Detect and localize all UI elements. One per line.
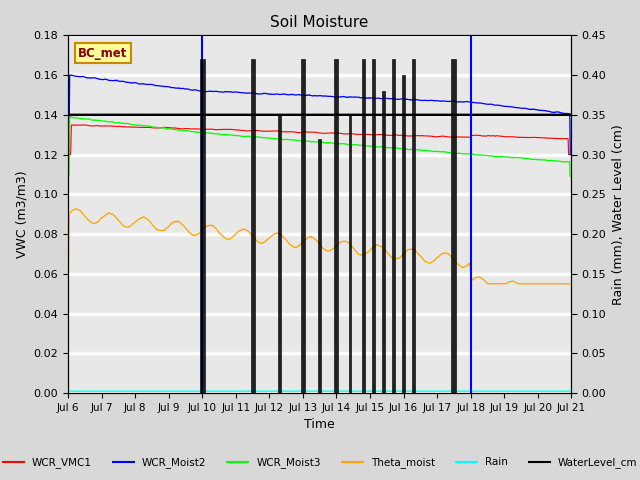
WaterLevel_cm (557, 112, 565, 118)
WCR_Moist3 (279, 137, 287, 143)
Bar (335, 59, 339, 393)
Theta_moist (568, 281, 575, 287)
Bar (349, 115, 351, 393)
Theta_moist (152, 226, 159, 231)
WaterLevel_cm (64, 112, 72, 118)
WCR_Moist2 (122, 79, 129, 85)
WaterLevel_cm (568, 112, 575, 118)
WaterLevel_cm (122, 112, 129, 118)
WCR_VMC1 (122, 124, 129, 130)
WCR_VMC1 (152, 125, 159, 131)
WCR_Moist3 (257, 135, 265, 141)
WCR_Moist3 (557, 158, 565, 164)
Line: WCR_Moist3: WCR_Moist3 (68, 117, 572, 177)
WCR_VMC1 (257, 128, 265, 134)
Y-axis label: VWC (m3/m3): VWC (m3/m3) (15, 170, 28, 258)
WCR_Moist2 (504, 104, 511, 109)
WCR_VMC1 (79, 122, 87, 128)
Bar (412, 59, 415, 393)
Line: Theta_moist: Theta_moist (68, 209, 572, 284)
Bar (301, 59, 305, 393)
Theta_moist (72, 206, 80, 212)
WCR_VMC1 (64, 152, 72, 157)
WCR_Moist2 (67, 72, 74, 78)
Theta_moist (122, 224, 129, 230)
Bar (278, 115, 281, 393)
Bar (372, 59, 374, 393)
Rain (122, 388, 129, 394)
Theta_moist (64, 281, 72, 287)
Rain (279, 388, 287, 394)
WaterLevel_cm (257, 112, 265, 118)
Bar (402, 75, 405, 393)
Theta_moist (279, 234, 287, 240)
Text: BC_met: BC_met (78, 47, 127, 60)
WCR_Moist2 (279, 91, 287, 97)
Rain (257, 388, 265, 394)
WCR_Moist2 (64, 152, 72, 157)
Legend: WCR_VMC1, WCR_Moist2, WCR_Moist3, Theta_moist, Rain, WaterLevel_cm: WCR_VMC1, WCR_Moist2, WCR_Moist3, Theta_… (0, 453, 640, 472)
WaterLevel_cm (152, 112, 159, 118)
X-axis label: Time: Time (304, 419, 335, 432)
Bar (318, 139, 321, 393)
Bar (451, 59, 456, 393)
WCR_Moist2 (568, 152, 575, 157)
Line: WCR_VMC1: WCR_VMC1 (68, 125, 572, 155)
Bar (250, 59, 255, 393)
WaterLevel_cm (279, 112, 287, 118)
WCR_Moist3 (152, 124, 159, 130)
WCR_VMC1 (568, 152, 575, 157)
Rain (64, 388, 72, 394)
Line: WCR_Moist2: WCR_Moist2 (68, 75, 572, 155)
Bar (392, 59, 395, 393)
Theta_moist (504, 280, 511, 286)
WCR_Moist3 (568, 174, 575, 180)
Bar (200, 59, 205, 393)
WCR_Moist3 (64, 174, 72, 180)
Rain (152, 388, 159, 394)
WCR_Moist3 (67, 114, 74, 120)
Bar (382, 91, 385, 393)
Title: Soil Moisture: Soil Moisture (271, 15, 369, 30)
Y-axis label: Rain (mm), Water Level (cm): Rain (mm), Water Level (cm) (612, 124, 625, 305)
WCR_VMC1 (504, 134, 511, 140)
Rain (557, 388, 565, 394)
WCR_VMC1 (557, 136, 565, 142)
WaterLevel_cm (503, 112, 511, 118)
WCR_Moist3 (122, 120, 129, 126)
WCR_Moist2 (152, 83, 159, 88)
WCR_VMC1 (279, 129, 287, 134)
Bar (362, 59, 365, 393)
Theta_moist (557, 281, 565, 287)
Rain (503, 388, 511, 394)
Rain (568, 388, 575, 394)
WCR_Moist2 (257, 91, 265, 97)
Theta_moist (257, 240, 265, 246)
WCR_Moist2 (557, 110, 565, 116)
WCR_Moist3 (504, 154, 511, 160)
